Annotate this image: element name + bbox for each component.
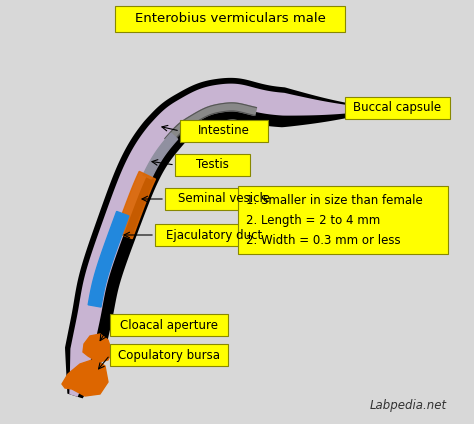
Bar xyxy=(155,224,273,246)
Polygon shape xyxy=(115,171,155,239)
Polygon shape xyxy=(69,84,370,397)
Text: Ejaculatory duct: Ejaculatory duct xyxy=(166,229,262,242)
Text: Copulatory bursa: Copulatory bursa xyxy=(118,349,220,362)
Bar xyxy=(115,6,345,32)
Bar xyxy=(238,186,448,254)
Polygon shape xyxy=(165,103,256,144)
Bar xyxy=(165,188,283,210)
Text: 1. Smaller in size than female
2. Length = 2 to 4 mm
2. Width = 0.3 mm or less: 1. Smaller in size than female 2. Length… xyxy=(246,194,423,247)
Text: Seminal vesicle: Seminal vesicle xyxy=(178,192,270,206)
Bar xyxy=(345,97,450,119)
Bar xyxy=(175,154,250,176)
Text: Buccal capsule: Buccal capsule xyxy=(354,101,441,114)
Polygon shape xyxy=(83,334,112,362)
Polygon shape xyxy=(143,133,178,179)
Polygon shape xyxy=(62,359,108,396)
Text: Testis: Testis xyxy=(196,159,229,171)
Bar xyxy=(110,314,228,336)
Polygon shape xyxy=(65,78,370,399)
Bar xyxy=(110,344,228,366)
Polygon shape xyxy=(88,212,129,307)
Text: Cloacal aperture: Cloacal aperture xyxy=(120,318,218,332)
Bar xyxy=(180,120,268,142)
Text: Labpedia.net: Labpedia.net xyxy=(370,399,447,412)
Text: Enterobius vermiculars male: Enterobius vermiculars male xyxy=(135,12,326,25)
Text: Intestine: Intestine xyxy=(198,125,250,137)
